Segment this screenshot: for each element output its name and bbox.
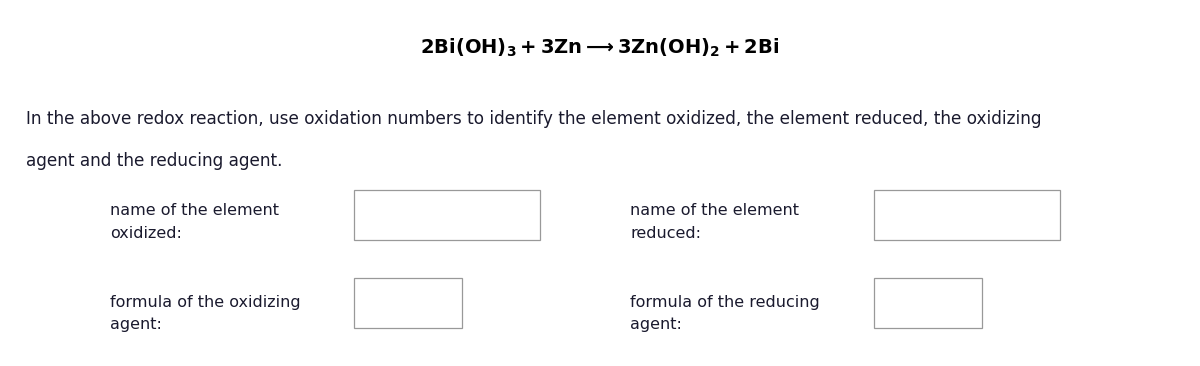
Text: formula of the reducing
agent:: formula of the reducing agent: [630, 295, 820, 332]
Text: formula of the oxidizing
agent:: formula of the oxidizing agent: [110, 295, 301, 332]
Text: name of the element
oxidized:: name of the element oxidized: [110, 203, 280, 241]
Text: name of the element
reduced:: name of the element reduced: [630, 203, 799, 241]
FancyBboxPatch shape [874, 190, 1060, 240]
FancyBboxPatch shape [354, 190, 540, 240]
Text: $\mathbf{2Bi(OH)_3 + 3Zn{\longrightarrow}3Zn(OH)_2 + 2Bi}$: $\mathbf{2Bi(OH)_3 + 3Zn{\longrightarrow… [420, 37, 780, 59]
FancyBboxPatch shape [354, 278, 462, 328]
FancyBboxPatch shape [874, 278, 982, 328]
Text: agent and the reducing agent.: agent and the reducing agent. [26, 152, 283, 170]
Text: In the above redox reaction, use oxidation numbers to identify the element oxidi: In the above redox reaction, use oxidati… [26, 110, 1042, 128]
